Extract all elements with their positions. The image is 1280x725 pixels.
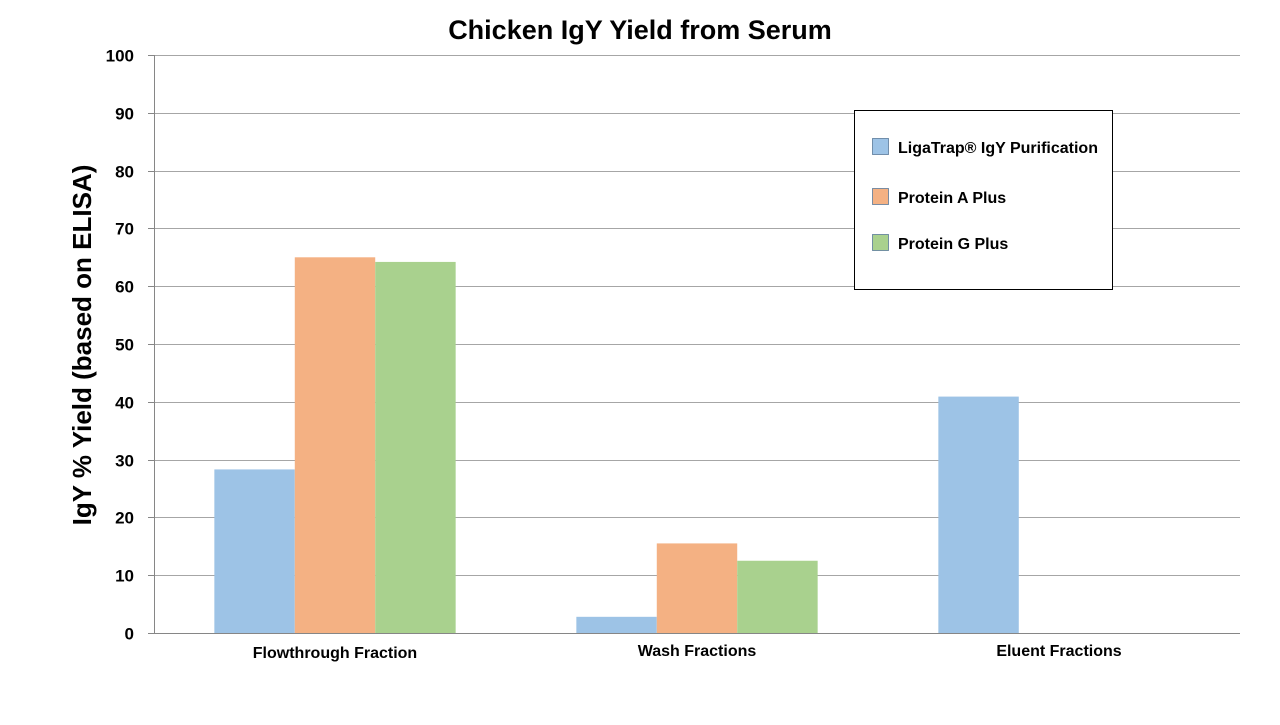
- x-tick-label: Wash Fractions: [638, 643, 757, 660]
- y-tick-label: 70: [115, 220, 134, 239]
- y-tick-label: 60: [115, 278, 134, 297]
- y-tick-label: 10: [115, 567, 134, 586]
- legend-items: LigaTrap® IgY Purification Protein A Plus…: [872, 138, 1098, 253]
- y-axis-label: IgY % Yield (based on ELISA): [67, 165, 97, 526]
- y-tick-label: 50: [115, 336, 134, 355]
- y-tick-label: 30: [115, 452, 134, 471]
- bar: [656, 543, 738, 633]
- y-tick-label: 40: [115, 394, 134, 413]
- legend-label: Protein G Plus: [898, 236, 1008, 253]
- y-tick-label: 80: [115, 163, 134, 182]
- chart-title: Chicken IgY Yield from Serum: [448, 15, 832, 45]
- bar: [294, 257, 376, 633]
- legend-swatch: [872, 188, 889, 205]
- y-tick-label: 100: [106, 47, 134, 66]
- bar: [938, 396, 1019, 633]
- y-tick-label: 0: [125, 625, 134, 644]
- legend-swatch: [872, 138, 889, 155]
- legend-label: Protein A Plus: [898, 190, 1006, 207]
- bar: [737, 560, 818, 633]
- legend-box: [854, 110, 1113, 290]
- x-tick-label: Eluent Fractions: [996, 643, 1121, 660]
- axes: [154, 55, 1240, 634]
- x-axis-ticks: Flowthrough Fraction Wash Fractions Eluent…: [253, 643, 1122, 662]
- legend: LigaTrap® IgY Purification Protein A Plus…: [854, 110, 1113, 290]
- y-axis-ticks: 0 10 20 30 40 50 60 70 80 90 100: [106, 47, 154, 644]
- legend-label: LigaTrap® IgY Purification: [898, 140, 1098, 157]
- bar: [576, 616, 657, 633]
- bars: [214, 257, 1019, 633]
- y-tick-label: 90: [115, 105, 134, 124]
- legend-swatch: [872, 234, 889, 251]
- x-tick-label: Flowthrough Fraction: [253, 645, 417, 662]
- y-tick-label: 20: [115, 509, 134, 528]
- bar: [214, 469, 295, 633]
- bar: [375, 261, 456, 633]
